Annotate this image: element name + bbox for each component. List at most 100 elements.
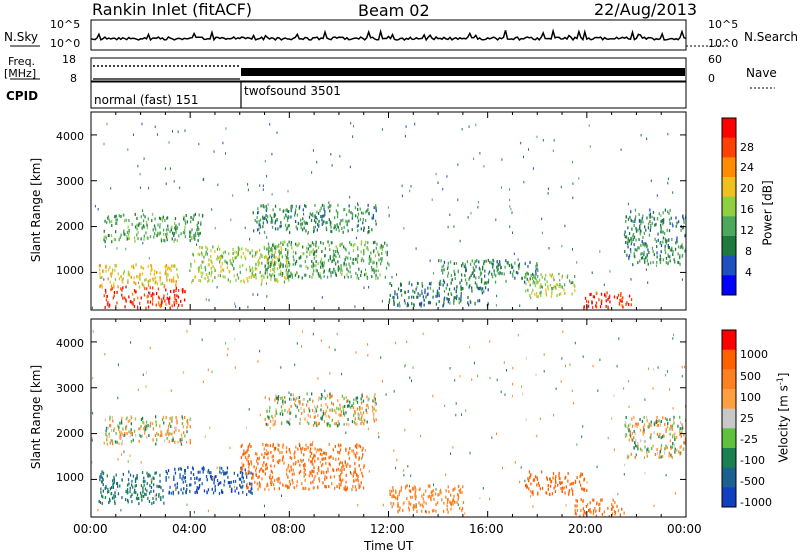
heatmap-cell [100,487,102,491]
heatmap-cell [290,465,292,469]
heatmap-speck [336,332,338,336]
heatmap-cell [298,242,300,246]
colorbar-swatch [722,428,736,449]
heatmap-cell [285,264,287,268]
heatmap-cell [635,438,637,442]
heatmap-cell [503,272,505,276]
heatmap-cell [104,487,106,490]
heatmap-cell [174,471,177,475]
heatmap-cell [291,246,293,250]
heatmap-cell [453,287,456,291]
heatmap-cell [475,276,477,280]
heatmap-cell [268,397,270,401]
heatmap-cell [378,258,380,262]
heatmap-cell [237,473,239,477]
heatmap-cell [441,268,443,272]
heatmap-speck [562,274,564,278]
heatmap-cell [681,246,683,249]
heatmap-speck [405,125,407,128]
nsky-trace [90,28,687,42]
heatmap-speck [97,208,99,211]
heatmap-cell [197,267,199,271]
heatmap-cell [287,410,289,414]
heatmap-speck [509,188,510,191]
heatmap-cell [214,484,216,488]
heatmap-cell [309,212,311,216]
heatmap-cell [173,475,175,479]
heatmap-cell [257,476,259,479]
heatmap-speck [323,275,325,278]
heatmap-cell [510,263,513,267]
heatmap-cell [332,469,335,472]
heatmap-cell [136,493,139,497]
heatmap-cell [662,211,664,215]
heatmap-cell [194,491,196,495]
heatmap-cell [337,420,339,423]
heatmap-speck [512,366,514,370]
heatmap-speck [437,181,439,184]
heatmap-cell [222,470,224,473]
heatmap-cell [224,471,226,475]
heatmap-cell [648,450,650,453]
heatmap-cell [162,228,165,232]
heatmap-cell [415,488,417,492]
heatmap-cell [216,479,219,482]
heatmap-speck [512,382,514,386]
freq-label-line1: Freq. [8,55,36,68]
heatmap-cell [108,434,111,438]
heatmap-cell [328,415,331,419]
heatmap-cell [235,278,237,282]
heatmap-cell [137,296,139,300]
heatmap-cell [199,231,201,235]
heatmap-speck [175,488,177,492]
heatmap-cell [318,422,320,426]
heatmap-cell [664,208,666,212]
heatmap-cell [347,269,349,273]
heatmap-cell [586,299,588,303]
heatmap-cell [634,432,636,436]
heatmap-cell [150,480,153,484]
heatmap-cell [280,251,282,255]
heatmap-speck [668,177,670,181]
heatmap-cell [294,213,296,217]
heatmap-cell [660,444,663,447]
heatmap-cell [186,418,189,422]
heatmap-cell [173,280,175,284]
heatmap-cell [153,292,155,296]
heatmap-cell [427,292,429,296]
heatmap-cell [162,495,164,499]
heatmap-cell [339,448,342,452]
heatmap-speck [401,194,403,198]
heatmap-cell [205,245,207,249]
heatmap-cell [313,269,315,273]
heatmap-speck [115,488,117,492]
heatmap-cell [301,482,303,486]
heatmap-cell [465,282,468,286]
heatmap-cell [242,279,245,283]
heatmap-cell [506,261,508,265]
heatmap-cell [143,476,145,480]
heatmap-cell [634,441,637,445]
heatmap-cell [389,293,391,297]
heatmap-cell [218,492,221,496]
heatmap-cell [290,205,292,209]
heatmap-cell [630,298,633,302]
heatmap-speck [418,488,420,492]
heatmap-speck [572,402,574,405]
heatmap-cell [265,207,267,211]
heatmap-cell [367,398,369,402]
heatmap-cell [671,246,673,250]
heatmap-cell [128,295,130,299]
heatmap-cell [134,212,136,216]
heatmap-cell [531,276,534,280]
heatmap-cell [182,491,184,495]
heatmap-cell [354,485,357,489]
heatmap-speck [517,333,519,337]
heatmap-speck [382,380,383,383]
heatmap-cell [266,443,268,447]
heatmap-cell [574,479,577,483]
heatmap-cell [392,502,395,506]
heatmap-cell [407,289,409,293]
heatmap-cell [122,272,125,276]
heatmap-speck [363,418,365,421]
